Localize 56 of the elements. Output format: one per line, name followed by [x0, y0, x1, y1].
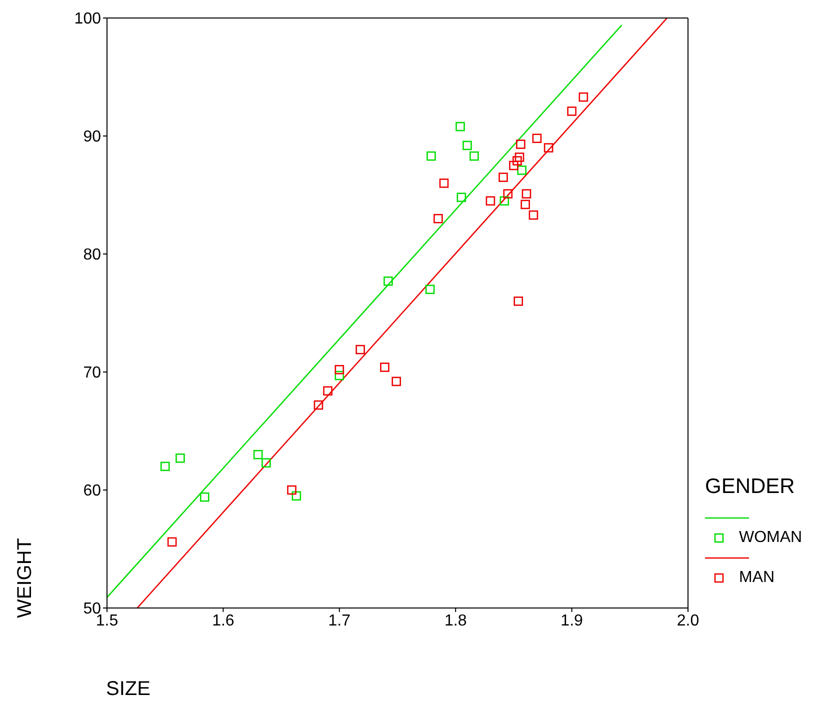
x-tick-label: 2.0	[676, 612, 700, 630]
y-axis-title: WEIGHT	[14, 538, 37, 618]
point	[426, 151, 436, 161]
point	[200, 492, 210, 502]
point	[462, 140, 472, 150]
point	[160, 462, 170, 472]
legend-title: GENDER	[705, 475, 796, 499]
point	[384, 276, 393, 286]
point	[470, 151, 479, 161]
x-tick-label: 1.8	[444, 612, 467, 630]
point	[334, 370, 344, 380]
point	[516, 140, 526, 149]
point	[522, 189, 532, 198]
point	[392, 376, 401, 386]
point	[486, 196, 496, 206]
y-tick-label: 70	[83, 364, 102, 382]
point	[456, 122, 465, 132]
point	[253, 450, 263, 460]
point	[567, 106, 576, 116]
point	[434, 214, 443, 224]
point	[167, 537, 177, 547]
point	[439, 178, 449, 188]
point	[425, 284, 435, 294]
point	[544, 143, 554, 152]
legend-label: MAN	[739, 569, 775, 587]
point	[456, 192, 466, 202]
point	[520, 200, 530, 210]
point	[314, 400, 324, 410]
point	[517, 166, 526, 175]
point	[176, 453, 185, 463]
point	[512, 156, 522, 166]
point	[528, 210, 538, 220]
point	[578, 92, 588, 102]
legend-label: WOMAN	[739, 529, 802, 547]
y-tick-label: 60	[83, 482, 102, 500]
point	[292, 491, 302, 501]
point	[514, 296, 523, 306]
x-tick-label: 1.9	[560, 612, 584, 630]
point	[532, 134, 542, 144]
x-tick-label: 1.6	[212, 612, 234, 630]
point	[323, 386, 332, 396]
point	[380, 362, 390, 372]
point	[514, 152, 524, 162]
x-axis-title: SIZE	[106, 678, 150, 701]
y-tick-label: 80	[83, 246, 102, 264]
point	[498, 172, 508, 182]
x-tick-label: 1.7	[328, 612, 351, 630]
point	[356, 344, 365, 354]
point	[503, 189, 513, 198]
y-tick-label: 90	[83, 128, 102, 146]
point	[262, 458, 271, 468]
y-tick-label: 100	[74, 10, 102, 28]
point	[334, 364, 344, 374]
point	[500, 196, 510, 206]
point	[287, 485, 296, 495]
point	[509, 160, 518, 170]
